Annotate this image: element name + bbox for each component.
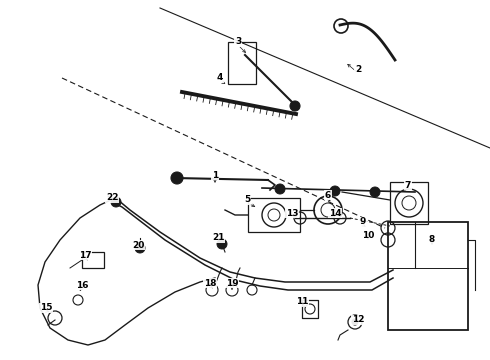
- Text: 2: 2: [355, 66, 361, 75]
- Text: 13: 13: [286, 208, 298, 217]
- Text: 17: 17: [79, 251, 91, 260]
- Text: 9: 9: [360, 217, 366, 226]
- Text: 7: 7: [405, 180, 411, 189]
- Circle shape: [275, 184, 285, 194]
- Text: 16: 16: [76, 280, 88, 289]
- Circle shape: [111, 197, 121, 207]
- Bar: [248, 198, 300, 232]
- Text: 6: 6: [325, 190, 331, 199]
- Text: 18: 18: [204, 279, 216, 288]
- Bar: [390, 182, 428, 224]
- Bar: [388, 222, 468, 330]
- Text: 12: 12: [352, 315, 364, 324]
- Text: 21: 21: [212, 234, 224, 243]
- Text: 22: 22: [106, 194, 118, 202]
- Circle shape: [352, 319, 358, 325]
- Circle shape: [217, 239, 227, 249]
- Bar: [228, 42, 256, 84]
- Text: 1: 1: [212, 171, 218, 180]
- Text: 15: 15: [40, 303, 52, 312]
- Circle shape: [135, 243, 145, 253]
- Text: 14: 14: [329, 208, 342, 217]
- Circle shape: [171, 172, 183, 184]
- Text: 20: 20: [132, 240, 144, 249]
- Text: 8: 8: [429, 235, 435, 244]
- Text: 5: 5: [244, 195, 250, 204]
- Text: 11: 11: [296, 297, 308, 306]
- Text: 3: 3: [235, 37, 241, 46]
- Text: 4: 4: [217, 73, 223, 82]
- Bar: [82, 252, 104, 268]
- Circle shape: [290, 101, 300, 111]
- Text: 10: 10: [362, 230, 374, 239]
- Circle shape: [370, 187, 380, 197]
- Text: 19: 19: [226, 279, 238, 288]
- Circle shape: [330, 186, 340, 196]
